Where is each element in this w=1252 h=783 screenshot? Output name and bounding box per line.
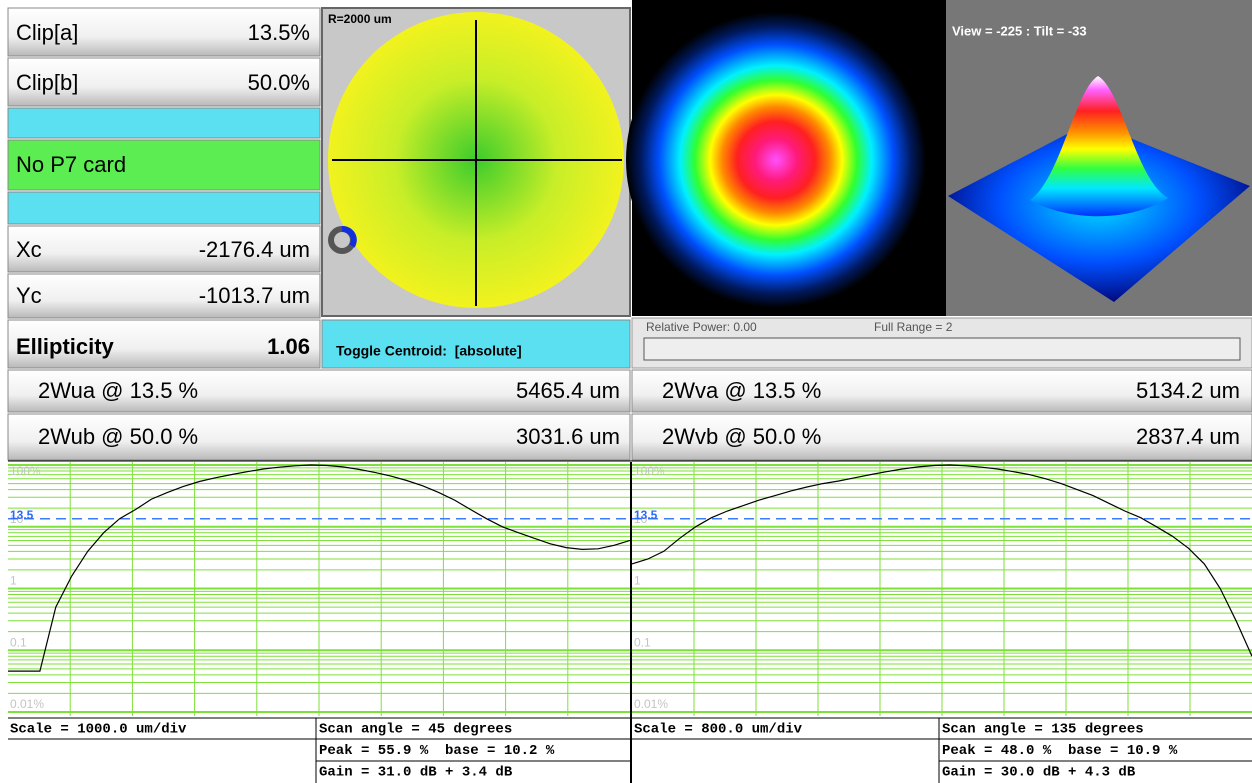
value: 50.0% [248,70,310,95]
label: Xc [16,237,42,262]
value: 2837.4 um [1136,424,1240,449]
status: No P7 card [16,152,126,177]
value: 1.06 [267,334,310,359]
view-label: View = -225 : Tilt = -33 [952,23,1087,38]
radius-label: R=2000 um [328,12,392,26]
toggle-label: Toggle Centroid: [absolute] [336,343,522,359]
label: Ellipticity [16,334,115,359]
y-tick-label: 0.1 [634,635,651,649]
label: 2Wua @ 13.5 % [38,378,198,403]
beam-spot [626,12,926,308]
y-tick-label: 1 [634,574,641,588]
value: -2176.4 um [199,237,310,262]
threshold-label: 13.5 [634,508,658,522]
y-tick-label: 0.01% [634,697,668,711]
page: { "params": [ {"label": "Clip[a]", "valu… [0,0,1252,783]
value: 3031.6 um [516,424,620,449]
y-tick-label: 100% [10,464,41,478]
label: Yc [16,283,42,308]
value: 13.5% [248,20,310,45]
label: 2Wva @ 13.5 % [662,378,821,403]
info-line: Gain = 31.0 dB + 3.4 dB [319,765,513,781]
info-line: Scan angle = 135 degrees [942,722,1144,738]
info-line: Scan angle = 45 degrees [319,722,512,738]
label: Clip[a] [16,20,78,45]
info-line: Gain = 30.0 dB + 4.3 dB [942,765,1136,781]
info-line: Peak = 55.9 % base = 10.2 % [319,743,555,759]
relative-power: Relative Power: 0.00 [646,320,757,334]
app-window: Clip[a] 13.5% Clip[b] 50.0% No P7 card X… [0,0,1252,783]
y-tick-label: 100% [634,464,665,478]
label: 2Wvb @ 50.0 % [662,424,821,449]
status-bar [8,108,320,138]
label: 2Wub @ 50.0 % [38,424,198,449]
value: 5465.4 um [516,378,620,403]
y-tick-label: 0.1 [10,635,27,649]
threshold-label: 13.5 [10,508,34,522]
label: Clip[b] [16,70,78,95]
power-bar [644,338,1240,360]
y-tick-label: 0.01% [10,697,44,711]
scale-label: Scale = 800.0 um/div [634,722,803,738]
status-bar [8,192,320,224]
scale-label: Scale = 1000.0 um/div [10,722,187,738]
info-line: Peak = 48.0 % base = 10.9 % [942,743,1178,759]
value: -1013.7 um [199,283,310,308]
value: 5134.2 um [1136,378,1240,403]
y-tick-label: 1 [10,574,17,588]
full-range: Full Range = 2 [874,320,953,334]
